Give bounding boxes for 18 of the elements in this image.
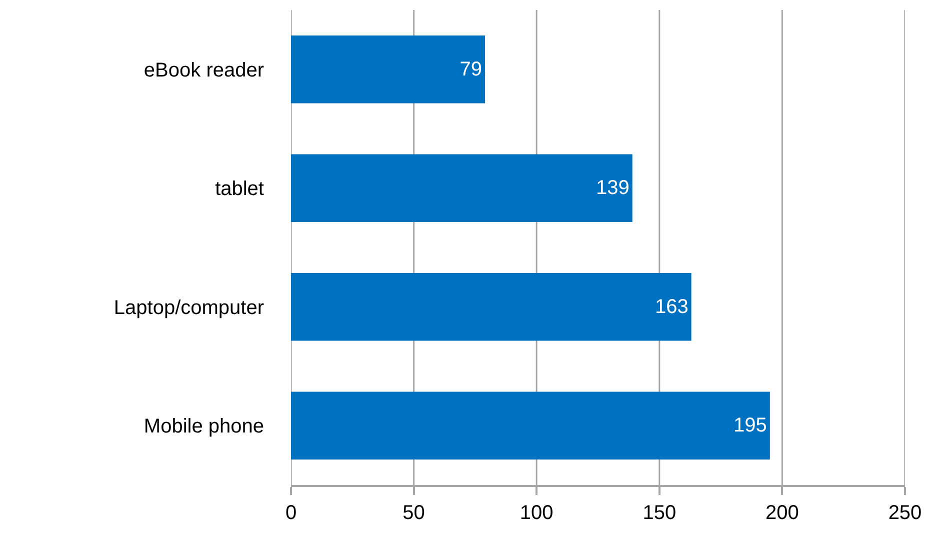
y-tick-label: eBook reader — [144, 59, 264, 82]
bar — [291, 36, 486, 104]
data-label: 139 — [596, 177, 630, 200]
x-tick-label: 150 — [642, 502, 676, 524]
x-tick-label: 250 — [888, 502, 922, 524]
x-tick-label: 50 — [402, 502, 425, 524]
x-tick-label: 0 — [285, 502, 297, 524]
x-tick-label: 200 — [766, 502, 799, 524]
data-label: 163 — [654, 296, 688, 318]
y-tick-label: tablet — [215, 178, 264, 200]
y-tick-label: Laptop/computer — [114, 296, 264, 319]
data-label: 195 — [734, 414, 767, 437]
bar — [291, 273, 692, 341]
y-tick-label: Mobile phone — [144, 416, 264, 438]
x-tick-label: 100 — [520, 502, 554, 524]
data-label: 79 — [460, 58, 482, 80]
bar — [291, 154, 632, 222]
bar — [291, 392, 770, 460]
